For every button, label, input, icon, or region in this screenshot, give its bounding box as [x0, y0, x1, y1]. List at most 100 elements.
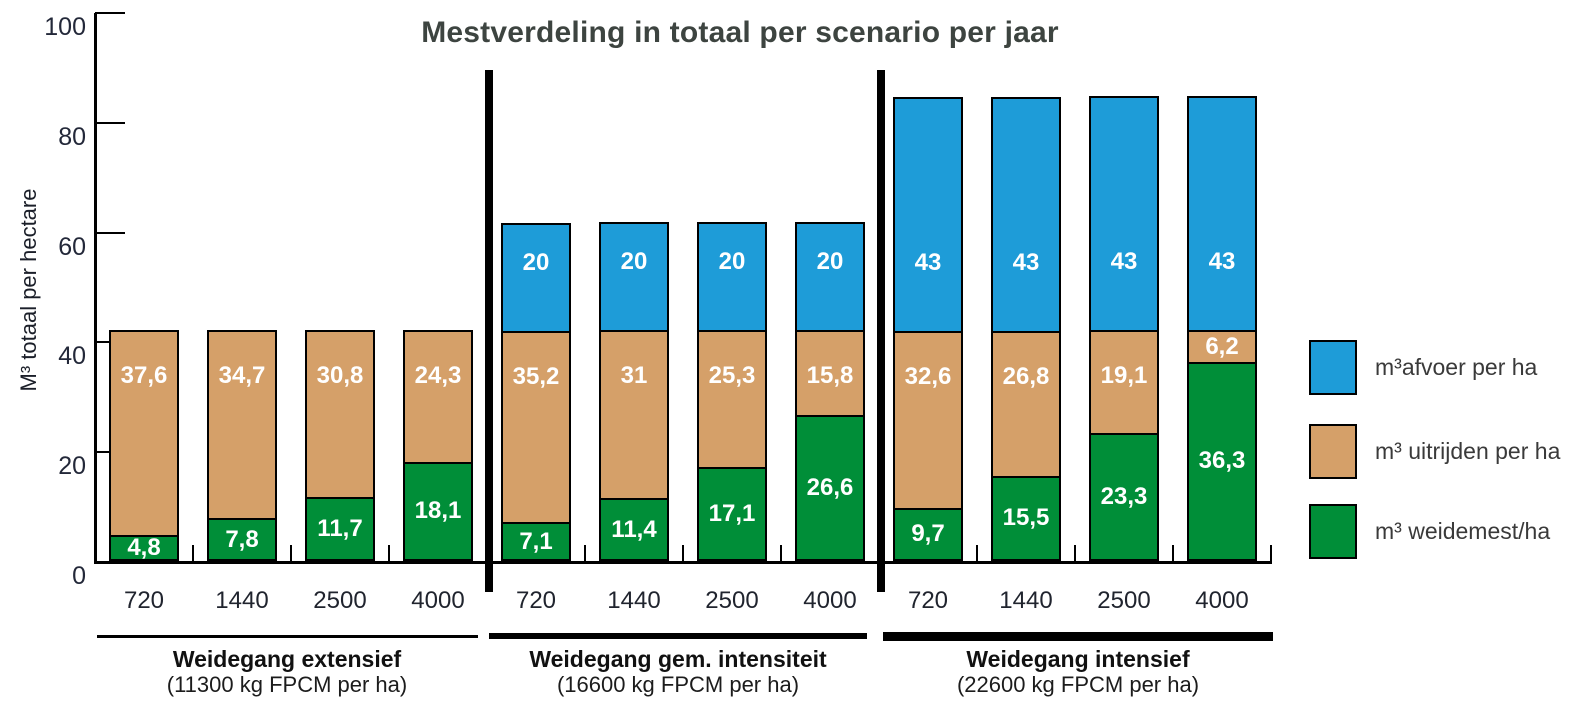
bar-segment-label: 43 — [1012, 248, 1040, 276]
y-tick-label: 20 — [58, 452, 86, 481]
legend-swatch-blue — [1309, 340, 1357, 395]
group-label: Weidegang intensief — [966, 646, 1190, 672]
bar-segment: 26,6 — [795, 414, 865, 561]
bar-segment: 11,4 — [599, 498, 669, 561]
bar-segment: 36,3 — [1187, 361, 1257, 561]
bar-segment-label: 20 — [816, 248, 844, 276]
bar-segment: 17,1 — [697, 467, 767, 561]
bar: 7,1 35,2 20 — [501, 222, 571, 561]
bar-segment: 35,2 — [501, 330, 571, 525]
group-divider — [485, 70, 493, 592]
bar-segment-label: 15,8 — [806, 362, 854, 390]
chart-title: Mestverdeling in totaal per scenario per… — [421, 16, 1059, 49]
bar-segment-label: 30,8 — [316, 361, 364, 389]
bar-segment: 26,8 — [991, 330, 1061, 478]
bar-segment: 15,5 — [991, 475, 1061, 561]
y-axis-line — [94, 13, 97, 564]
bar-segment-label: 7,8 — [225, 525, 259, 553]
bar-segment-label: 17,1 — [708, 500, 756, 528]
bar-segment-label: 23,3 — [1100, 483, 1148, 511]
bar-segment: 43 — [1089, 96, 1159, 333]
x-tick-label: 2500 — [1097, 587, 1151, 614]
bar-segment: 31 — [599, 330, 669, 501]
y-tick-label: 0 — [72, 562, 86, 590]
bar-segment: 4,8 — [109, 533, 179, 561]
y-tick-line — [95, 231, 125, 234]
group-underline-intensief — [883, 632, 1273, 641]
bar-segment: 20 — [697, 222, 767, 333]
bar: 36,3 6,2 43 — [1187, 95, 1257, 561]
y-axis-title: M³ totaal per hectare — [16, 188, 41, 392]
bar-segment-label: 20 — [522, 248, 550, 276]
bar-segment-label: 35,2 — [512, 362, 560, 390]
bar-segment-label: 34,7 — [218, 361, 266, 389]
bar: 11,7 30,8 — [305, 329, 375, 561]
x-tick-label: 2500 — [313, 587, 367, 614]
bar-segment: 24,3 — [403, 330, 473, 464]
bar-segment: 11,7 — [305, 496, 375, 561]
x-tick-label: 4000 — [411, 587, 465, 614]
group-sublabel: (11300 kg FPCM per ha) — [166, 672, 408, 697]
x-tick-label: 1440 — [999, 587, 1053, 614]
bar-segment-label: 20 — [620, 248, 648, 276]
y-tick-label: 60 — [58, 232, 86, 261]
bar-segment: 7,1 — [501, 522, 571, 561]
bar-segment-label: 19,1 — [1100, 362, 1148, 390]
legend-label: m³ weidemest/ha — [1375, 518, 1551, 544]
x-axis-line — [94, 561, 1272, 564]
bar-segment-label: 43 — [1110, 248, 1138, 276]
bar-segment-label: 18,1 — [414, 497, 462, 525]
bar-segment: 20 — [795, 222, 865, 333]
bar-segment-label: 37,6 — [120, 362, 168, 390]
bar-segment-label: 26,6 — [806, 473, 854, 501]
bar-segment: 7,8 — [207, 518, 277, 561]
group-divider — [877, 70, 885, 592]
bar: 11,4 31 20 — [599, 222, 669, 561]
bar: 18,1 24,3 — [403, 330, 473, 561]
y-tick-label: 40 — [58, 342, 86, 371]
group-underline-extensief — [97, 635, 478, 638]
bar-segment: 6,2 — [1187, 329, 1257, 364]
x-tick-line — [290, 545, 292, 561]
bar: 15,5 26,8 43 — [991, 96, 1061, 561]
x-tick-line — [1172, 545, 1174, 561]
legend-label: m³afvoer per ha — [1375, 354, 1538, 380]
bar-segment: 20 — [599, 222, 669, 333]
bar-segment-label: 43 — [914, 248, 942, 276]
bar-segment: 37,6 — [109, 330, 179, 537]
bar: 9,7 32,6 43 — [893, 96, 963, 561]
group-sublabel: (22600 kg FPCM per ha) — [956, 672, 1200, 697]
x-tick-line — [1074, 545, 1076, 561]
x-tick-label: 720 — [515, 587, 557, 614]
bar-segment: 15,8 — [795, 330, 865, 417]
bar-segment-label: 24,3 — [414, 362, 462, 390]
bar-segment: 18,1 — [403, 461, 473, 561]
bar-segment-label: 6,2 — [1205, 332, 1239, 360]
x-tick-line — [1270, 545, 1272, 561]
bar-segment-label: 25,3 — [708, 362, 756, 390]
x-tick-line — [388, 545, 390, 561]
x-tick-line — [780, 545, 782, 561]
bar: 7,8 34,7 — [207, 329, 277, 561]
x-tick-label: 4000 — [803, 587, 857, 614]
y-tick-label: 100 — [44, 13, 86, 41]
bar: 17,1 25,3 20 — [697, 222, 767, 561]
bar-segment-label: 9,7 — [911, 520, 945, 548]
bar-segment-label: 31 — [620, 362, 648, 390]
bar-segment: 34,7 — [207, 329, 277, 521]
bar: 23,3 19,1 43 — [1089, 96, 1159, 561]
bar-segment: 20 — [501, 222, 571, 333]
x-tick-label: 4000 — [1195, 587, 1249, 614]
legend-swatch-tan — [1309, 424, 1357, 479]
bar-segment: 43 — [893, 96, 963, 333]
bar-segment-label: 7,1 — [519, 527, 553, 555]
group-underline-gem-intensiteit — [489, 633, 867, 639]
bar-segment: 43 — [1187, 95, 1257, 332]
bar-segment-label: 36,3 — [1198, 447, 1246, 475]
bar-segment-label: 15,5 — [1002, 504, 1050, 532]
bar: 4,8 37,6 — [109, 330, 179, 561]
bar-segment-label: 11,4 — [611, 515, 657, 543]
x-tick-line — [192, 545, 194, 561]
bar-segment: 23,3 — [1089, 433, 1159, 561]
bar-segment-label: 4,8 — [127, 533, 161, 561]
